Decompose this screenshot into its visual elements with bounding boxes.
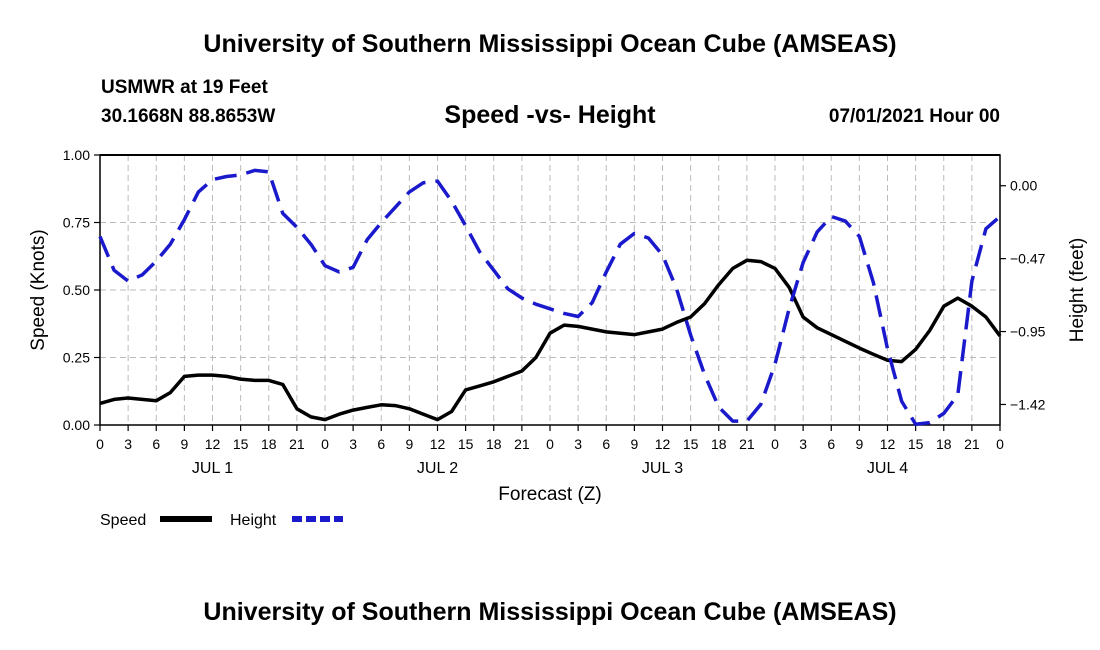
y-left-axis-label: Speed (Knots) xyxy=(28,229,49,350)
speed-series-line xyxy=(99,258,1002,422)
x-tick-label: 9 xyxy=(630,436,638,452)
coordinates-label: 30.1668N 88.8653W xyxy=(101,106,276,127)
y-left-tick-label: 0.75 xyxy=(63,215,90,231)
y-left-tick-label: 1.00 xyxy=(63,147,90,163)
x-tick-label: 9 xyxy=(855,436,863,452)
x-tick-label: 15 xyxy=(908,436,924,452)
x-tick-label: 18 xyxy=(261,436,277,452)
day-label: JUL 2 xyxy=(417,460,458,477)
height-series-line xyxy=(98,168,1002,426)
station-label: USMWR at 19 Feet xyxy=(101,77,268,98)
legend-height-label: Height xyxy=(230,512,277,529)
x-tick-label: 3 xyxy=(349,436,357,452)
legend-speed-label: Speed xyxy=(100,512,146,529)
x-tick-label: 12 xyxy=(430,436,446,452)
x-tick-label: 21 xyxy=(739,436,755,452)
x-tick-label: 15 xyxy=(683,436,699,452)
y-left-tick-label: 0.00 xyxy=(63,417,90,433)
x-tick-label: 0 xyxy=(771,436,779,452)
x-tick-label: 18 xyxy=(711,436,727,452)
x-tick-label: 3 xyxy=(574,436,582,452)
y-right-tick-label: −1.42 xyxy=(1010,396,1046,412)
day-label: JUL 3 xyxy=(642,460,683,477)
y-left-tick-label: 0.25 xyxy=(63,350,90,366)
x-tick-label: 6 xyxy=(602,436,610,452)
x-tick-label: 0 xyxy=(96,436,104,452)
x-tick-label: 9 xyxy=(405,436,413,452)
x-axis-label: Forecast (Z) xyxy=(498,484,601,505)
x-tick-label: 12 xyxy=(655,436,671,452)
y-right-tick-label: −0.47 xyxy=(1010,251,1046,267)
x-tick-label: 0 xyxy=(996,436,1004,452)
x-tick-label: 3 xyxy=(124,436,132,452)
x-tick-label: 18 xyxy=(486,436,502,452)
x-tick-label: 0 xyxy=(321,436,329,452)
day-label: JUL 4 xyxy=(867,460,908,477)
plot-title: Speed -vs- Height xyxy=(444,101,656,129)
x-tick-label: 6 xyxy=(827,436,835,452)
x-tick-label: 6 xyxy=(152,436,160,452)
footer-title: University of Southern Mississippi Ocean… xyxy=(203,598,897,626)
x-tick-label: 3 xyxy=(799,436,807,452)
x-tick-label: 18 xyxy=(936,436,952,452)
x-tick-label: 0 xyxy=(546,436,554,452)
x-tick-label: 9 xyxy=(180,436,188,452)
y-right-axis-label: Height (feet) xyxy=(1067,238,1088,343)
day-label: JUL 1 xyxy=(192,460,233,477)
forecast-date: 07/01/2021 Hour 00 xyxy=(828,106,1000,127)
x-tick-label: 21 xyxy=(514,436,530,452)
y-left-tick-label: 0.50 xyxy=(63,282,90,298)
x-tick-label: 21 xyxy=(964,436,980,452)
x-tick-label: 15 xyxy=(458,436,474,452)
x-tick-label: 6 xyxy=(377,436,385,452)
page-title: University of Southern Mississippi Ocean… xyxy=(203,30,897,58)
x-tick-label: 21 xyxy=(289,436,305,452)
x-tick-label: 15 xyxy=(233,436,249,452)
y-right-tick-label: 0.00 xyxy=(1010,178,1037,194)
y-right-tick-label: −0.95 xyxy=(1010,324,1046,340)
x-tick-label: 12 xyxy=(205,436,221,452)
x-tick-label: 12 xyxy=(880,436,896,452)
